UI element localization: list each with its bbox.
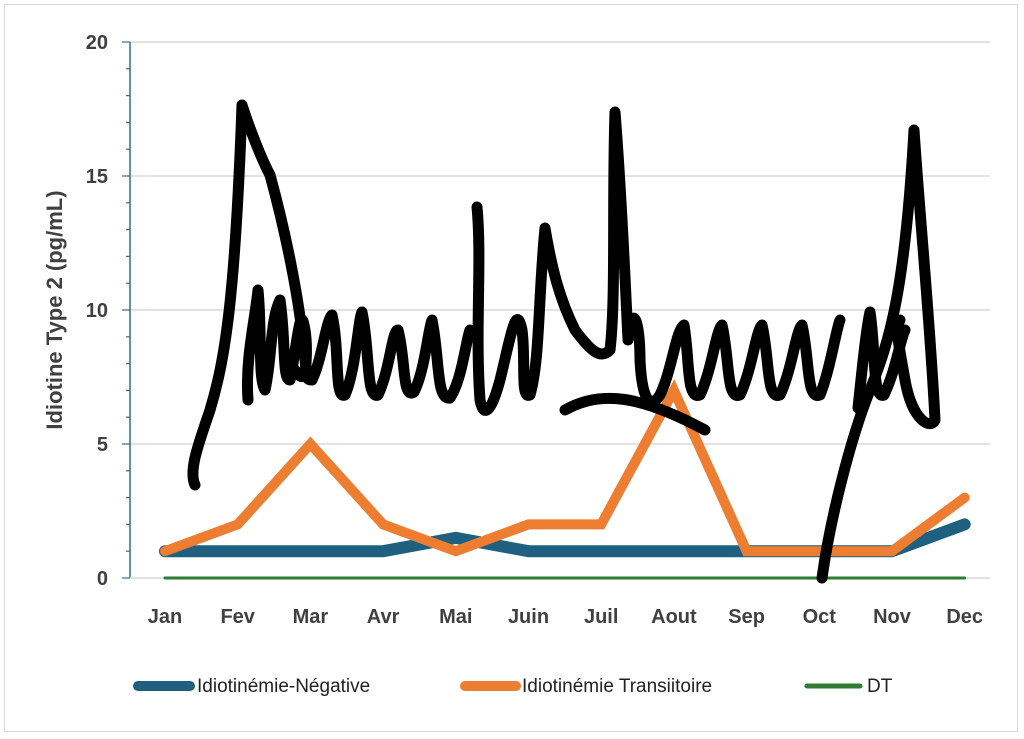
x-tick-label: Avr — [367, 606, 400, 628]
chart-frame — [4, 4, 1018, 732]
x-tick-label: Dec — [946, 606, 983, 628]
x-tick-label: Oct — [803, 606, 837, 628]
x-tick-label: Juin — [508, 606, 549, 628]
x-tick-label: Aout — [651, 606, 697, 628]
x-tick-label: Nov — [873, 606, 912, 628]
x-tick-label: Mai — [439, 606, 472, 628]
x-tick-label: Sep — [728, 606, 765, 628]
x-tick-label: Fev — [220, 606, 255, 628]
x-tick-label: Juil — [584, 606, 618, 628]
y-tick-label: 0 — [97, 568, 108, 590]
y-tick-label: 15 — [86, 166, 108, 188]
x-tick-label: Jan — [148, 606, 182, 628]
y-axis: 0 5 10 15 20 — [86, 32, 131, 590]
signature-scribble — [187, 99, 941, 584]
y-tick-label: 20 — [86, 32, 108, 54]
legend: Idiotinémie-Négative Idiotinémie Transiit… — [133, 676, 893, 697]
legend-label: Idiotinémie-Négative — [197, 676, 370, 697]
legend-label: Idiotinémie Transiitoire — [522, 676, 712, 697]
y-tick-label: 5 — [97, 434, 108, 456]
x-axis: Jan Fev Mar Avr Mai Juin Juil Aout Sep Oct Nov Dec — [130, 577, 990, 628]
y-axis-title: Idiotine Type 2 (pg/mL) — [42, 190, 67, 429]
y-tick-label: 10 — [86, 300, 108, 322]
legend-label: DT — [867, 676, 893, 697]
x-tick-label: Mar — [293, 606, 329, 628]
